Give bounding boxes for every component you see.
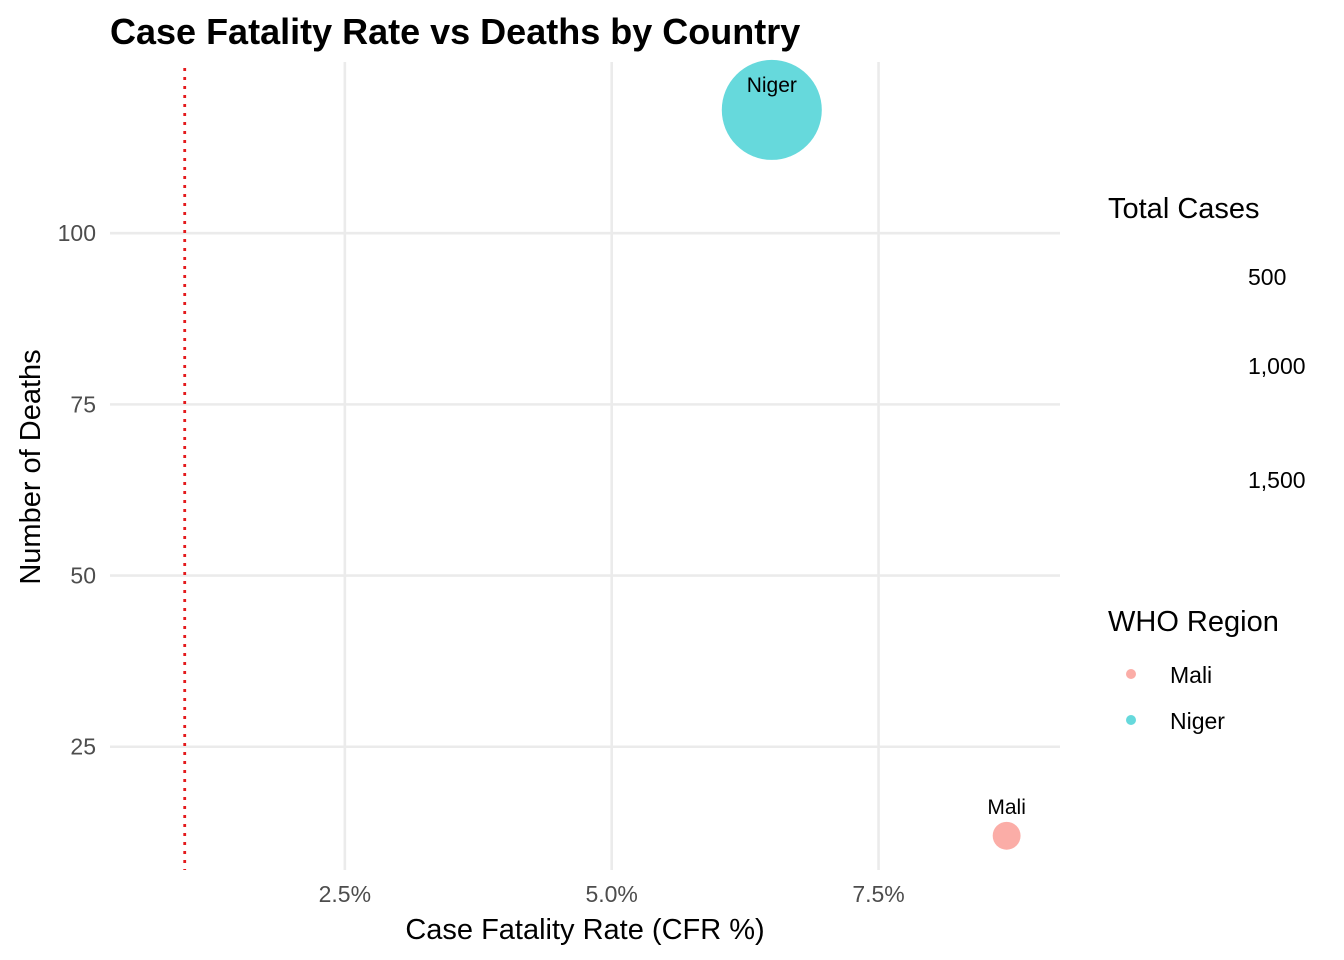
legend-size-entries: 500 1,000 1,500 bbox=[1104, 251, 1306, 525]
point-mali bbox=[992, 821, 1021, 850]
legend-size-key bbox=[1124, 251, 1177, 304]
legend-color-key-niger bbox=[1126, 715, 1136, 725]
y-axis-ticks: 25 50 75 100 bbox=[58, 220, 96, 760]
legend-size-key bbox=[1113, 329, 1188, 404]
y-tick-label: 50 bbox=[70, 563, 96, 589]
legend-color-entries: Mali Niger bbox=[1126, 662, 1225, 734]
legend-color-title: WHO Region bbox=[1108, 606, 1279, 638]
grid bbox=[110, 62, 1060, 870]
x-axis-ticks: 2.5% 5.0% 7.5% bbox=[319, 881, 905, 907]
legend: Total Cases 500 1,000 1,500 WHO Region Mal… bbox=[1104, 193, 1306, 734]
point-label-niger: Niger bbox=[747, 74, 797, 97]
point-label-mali: Mali bbox=[987, 796, 1026, 819]
x-tick-label: 5.0% bbox=[585, 881, 637, 907]
legend-size-key bbox=[1104, 434, 1195, 525]
y-tick-label: 75 bbox=[70, 391, 96, 417]
y-tick-label: 100 bbox=[58, 220, 96, 246]
y-tick-label: 25 bbox=[70, 734, 96, 760]
legend-size-label: 500 bbox=[1248, 264, 1286, 290]
data-points: Mali Niger bbox=[721, 59, 1026, 850]
legend-size-title: Total Cases bbox=[1108, 193, 1260, 225]
x-tick-label: 2.5% bbox=[319, 881, 371, 907]
legend-color-key-mali bbox=[1126, 669, 1136, 679]
legend-color-label-mali: Mali bbox=[1170, 662, 1212, 688]
legend-color-label-niger: Niger bbox=[1170, 708, 1225, 734]
point-niger bbox=[721, 59, 822, 160]
legend-size-label: 1,000 bbox=[1248, 353, 1306, 379]
legend-size-label: 1,500 bbox=[1248, 467, 1306, 493]
y-axis-title: Number of Deaths bbox=[15, 349, 47, 584]
x-tick-label: 7.5% bbox=[852, 881, 904, 907]
chart-title: Case Fatality Rate vs Deaths by Country bbox=[110, 11, 800, 52]
x-axis-title: Case Fatality Rate (CFR %) bbox=[405, 914, 764, 946]
